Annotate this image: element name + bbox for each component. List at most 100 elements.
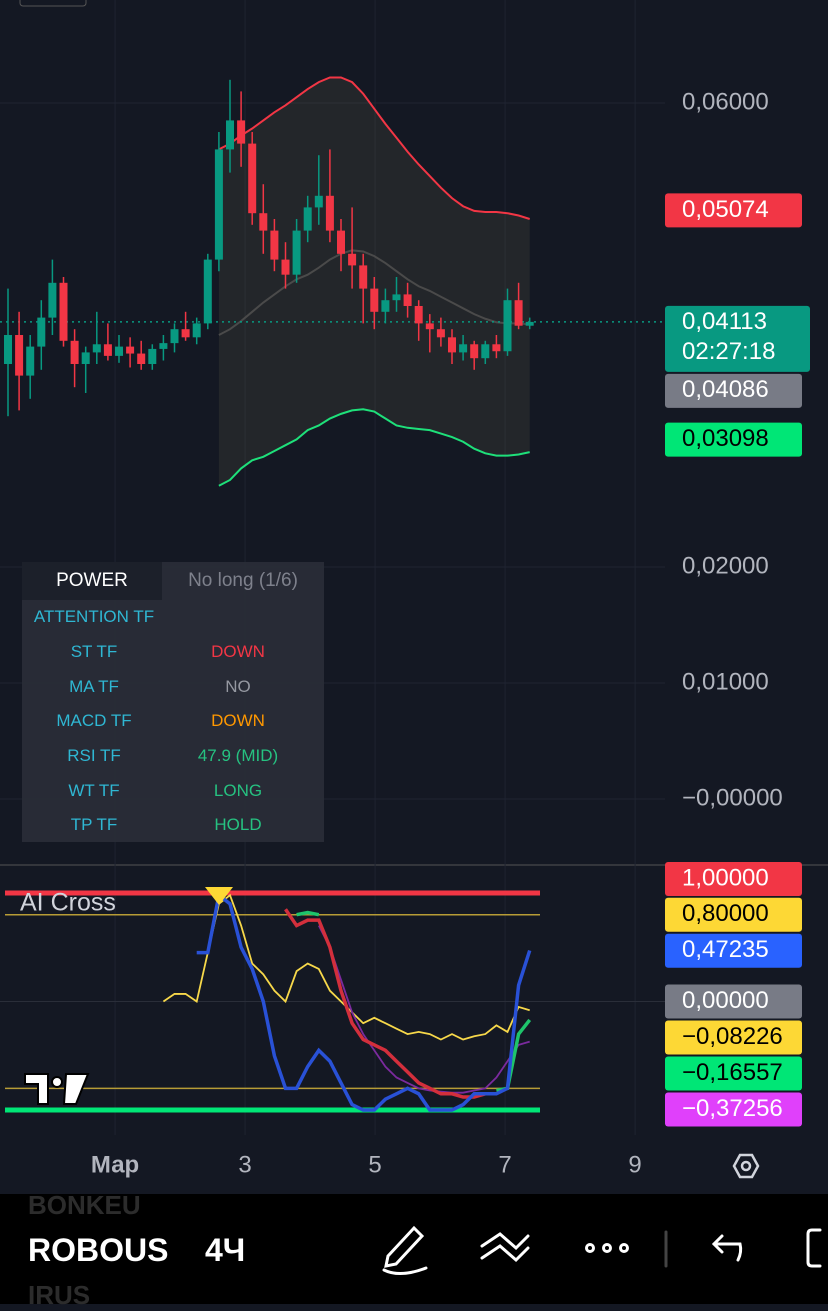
candle-body: [48, 282, 57, 318]
price-badge: [665, 373, 802, 408]
candle-body: [270, 230, 279, 260]
row-value: NO: [225, 676, 251, 696]
badge-label: 0,03098: [682, 425, 769, 452]
tv-logo: [24, 1073, 90, 1105]
header-cell: POWER: [22, 562, 162, 600]
toolbar-icons: [382, 1225, 822, 1275]
price-badge: [665, 1020, 802, 1055]
candle-body: [259, 213, 268, 231]
more-icon[interactable]: [585, 1243, 629, 1253]
candle-body: [348, 253, 357, 266]
badge-label: 0,80000: [682, 900, 769, 927]
row-label: ST TF: [70, 642, 118, 662]
price-badge: [665, 984, 802, 1019]
panel-header: POWER No long (1/6): [22, 562, 324, 600]
y-tick-label: 0,06000: [682, 88, 769, 115]
candle-body: [226, 120, 234, 150]
row-value: DOWN: [211, 711, 265, 731]
line-tool-icon[interactable]: [480, 1232, 530, 1263]
candle-body: [514, 300, 523, 326]
candle-body: [281, 259, 290, 275]
panel-title: ATTENTION TF: [33, 607, 155, 627]
price-badge: [665, 422, 802, 457]
row-label: MACD TF: [56, 711, 132, 731]
panel-row: WT TF LONG: [22, 773, 324, 808]
panel-row: MACD TF DOWN: [22, 704, 324, 739]
panel-row: TP TF HOLD: [22, 808, 324, 843]
candle-body: [448, 337, 456, 353]
candle-body: [103, 344, 112, 356]
panel-title-row: ATTENTION TF: [22, 600, 324, 635]
candle-body: [459, 344, 468, 353]
row-label: WT TF: [68, 780, 120, 800]
price-badge: [665, 193, 802, 228]
candle-body: [325, 195, 334, 231]
badge-label: 0,04086: [682, 376, 769, 403]
symbol[interactable]: ROBOUS: [28, 1232, 169, 1268]
price-badge: [665, 862, 802, 896]
power-panel: POWER No long (1/6) ATTENTION TF ST TF DO…: [22, 562, 324, 842]
header-cell: No long (1/6): [188, 570, 298, 591]
price-badge: [665, 933, 802, 968]
settings-icon: [732, 1153, 760, 1179]
y-tick-label: −0,00000: [682, 784, 783, 811]
tv-logo-dot: [51, 1076, 63, 1088]
candle-body: [436, 329, 445, 338]
candle-body: [470, 344, 479, 359]
row-value: 47.9 (MID): [197, 746, 279, 766]
price-badge: [665, 1092, 802, 1127]
row-value: LONG: [213, 780, 263, 800]
indicator-line: [317, 925, 530, 1094]
candle-body: [81, 352, 90, 364]
candle-body: [314, 195, 323, 208]
badge-label: −0,16557: [682, 1059, 783, 1086]
frame: [19, 0, 87, 7]
panel-row: ST TF DOWN: [22, 635, 324, 670]
band-line: [218, 249, 530, 336]
x-tick-label: 5: [368, 1151, 381, 1178]
candle-body: [525, 321, 534, 326]
tv-logo-shape: [24, 1073, 90, 1105]
candle-body: [237, 120, 246, 144]
badge-label: 0,00000: [682, 987, 769, 1014]
candle-body: [70, 340, 79, 364]
x-tick-label: 3: [238, 1151, 251, 1178]
candle-body: [492, 344, 501, 352]
badge-label: −0,37256: [682, 1095, 783, 1122]
candle-body: [148, 348, 157, 364]
row-value: DOWN: [211, 642, 265, 662]
candle-body: [403, 294, 412, 306]
candle-body: [203, 259, 212, 324]
band-line: [218, 76, 530, 220]
indicator-line: [162, 893, 530, 1041]
candle-body: [59, 282, 68, 341]
interval[interactable]: 4Ч: [205, 1232, 246, 1268]
price-badge: [665, 897, 802, 932]
candle-body: [4, 334, 12, 364]
candle-body: [425, 323, 434, 330]
panel-row: MA TF NO: [22, 669, 324, 704]
candle-body: [337, 230, 345, 254]
badge-label: 0,47235: [682, 936, 769, 963]
x-tick-label: Мар: [91, 1151, 139, 1178]
row-label: MA TF: [69, 676, 119, 696]
candle-body: [192, 323, 201, 338]
y-tick-label: 0,01000: [682, 668, 769, 695]
candle-body: [137, 353, 146, 364]
fullscreen-icon[interactable]: [806, 1228, 822, 1268]
candle-body: [392, 294, 401, 301]
candle-body: [126, 346, 135, 354]
candle-body: [181, 329, 190, 338]
draw-icon[interactable]: [382, 1225, 428, 1275]
candle-body: [214, 149, 223, 260]
price-badge: [665, 1056, 802, 1091]
badge-label: 0,04113: [682, 308, 767, 335]
undo-icon[interactable]: [711, 1234, 743, 1262]
x-tick-label: 7: [498, 1151, 511, 1178]
candle-body: [359, 265, 368, 289]
candle-body: [248, 143, 257, 214]
band-line: [218, 408, 530, 487]
indicator-title: AI Cross: [20, 889, 116, 917]
